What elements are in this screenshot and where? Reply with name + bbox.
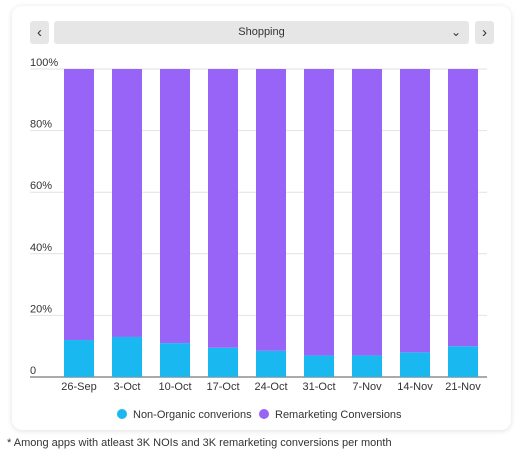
bar-segment-non-organic	[112, 336, 142, 377]
legend-marker	[259, 409, 269, 419]
bar-segment-non-organic	[304, 355, 334, 377]
legend-label: Remarketing Conversions	[275, 409, 402, 421]
bar-segment-non-organic	[448, 346, 478, 377]
bar-segment-non-organic	[160, 343, 190, 377]
bar-segment-non-organic	[352, 355, 382, 377]
bar-segment-non-organic	[208, 347, 238, 377]
bar-segment-remarketing	[64, 69, 94, 341]
bar-segment-remarketing	[400, 69, 430, 353]
bar-segment-remarketing	[208, 69, 238, 348]
y-tick-label: 40%	[30, 242, 52, 254]
bar-segment-remarketing	[256, 69, 286, 351]
bar-segment-remarketing	[352, 69, 382, 356]
bar-segment-non-organic	[400, 352, 430, 377]
x-tick-label: 21-Nov	[445, 381, 481, 393]
x-tick-label: 3-Oct	[114, 381, 141, 393]
y-tick-label: 80%	[30, 119, 52, 131]
chevron-left-icon: ‹	[37, 24, 42, 41]
previous-button[interactable]: ‹	[30, 21, 49, 44]
next-button[interactable]: ›	[475, 21, 494, 44]
segment-select-value: Shopping	[238, 26, 285, 38]
y-tick-label: 0	[30, 365, 36, 377]
bar-segment-remarketing	[448, 69, 478, 347]
y-tick-label: 20%	[30, 303, 52, 315]
chevron-right-icon: ›	[482, 24, 487, 41]
bar-segment-remarketing	[304, 69, 334, 356]
chevron-down-icon: ⌄	[450, 25, 461, 39]
x-tick-label: 26-Sep	[61, 381, 96, 393]
legend-marker	[117, 409, 127, 419]
x-tick-label: 17-Oct	[206, 381, 239, 393]
y-tick-label: 60%	[30, 180, 52, 192]
segment-select[interactable]: Shopping ⌄	[54, 21, 469, 44]
x-tick-label: 14-Nov	[397, 381, 433, 393]
footnote: * Among apps with atleast 3K NOIs and 3K…	[7, 437, 392, 449]
bar-segment-remarketing	[112, 69, 142, 337]
y-tick-label: 100%	[30, 57, 58, 69]
x-tick-label: 24-Oct	[254, 381, 287, 393]
x-tick-label: 10-Oct	[158, 381, 191, 393]
bar-segment-non-organic	[256, 350, 286, 377]
x-tick-label: 7-Nov	[352, 381, 382, 393]
bar-segment-remarketing	[160, 69, 190, 344]
legend: Non-Organic converions Remarketing Conver…	[117, 409, 402, 421]
bar-segment-non-organic	[64, 340, 94, 377]
x-axis-ticks: 26-Sep 3-Oct 10-Oct 17-Oct 24-Oct 31-Oct 7-Nov…	[61, 381, 481, 393]
bars	[64, 69, 478, 377]
legend-label: Non-Organic converions	[133, 409, 252, 421]
x-tick-label: 31-Oct	[302, 381, 335, 393]
y-axis-ticks: 0 20% 40% 60% 80% 100%	[30, 57, 58, 377]
